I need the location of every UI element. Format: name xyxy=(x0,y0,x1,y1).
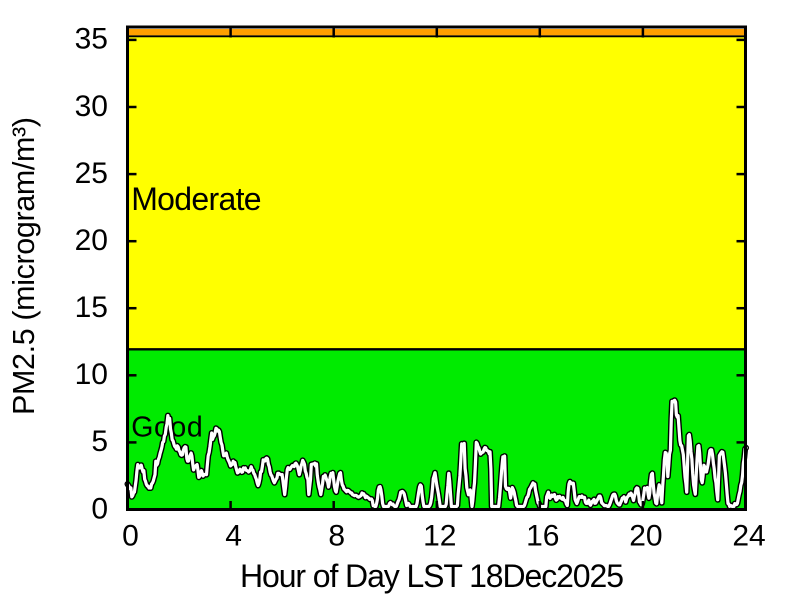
svg-text:PM2.5 (microgram/m³): PM2.5 (microgram/m³) xyxy=(7,117,41,415)
svg-text:20: 20 xyxy=(75,224,108,257)
svg-text:12: 12 xyxy=(423,520,456,553)
svg-text:0: 0 xyxy=(91,492,108,525)
svg-text:24: 24 xyxy=(732,520,765,553)
svg-text:0: 0 xyxy=(122,520,139,553)
svg-text:4: 4 xyxy=(225,520,242,553)
svg-text:20: 20 xyxy=(629,520,662,553)
svg-text:35: 35 xyxy=(75,23,108,56)
svg-text:16: 16 xyxy=(526,520,559,553)
svg-text:Hour of Day LST 18Dec2025: Hour of Day LST 18Dec2025 xyxy=(240,558,624,594)
svg-text:15: 15 xyxy=(75,291,108,324)
svg-text:8: 8 xyxy=(328,520,345,553)
svg-text:5: 5 xyxy=(91,425,108,458)
svg-text:Moderate: Moderate xyxy=(131,181,261,217)
svg-text:10: 10 xyxy=(75,358,108,391)
svg-text:25: 25 xyxy=(75,157,108,190)
svg-text:30: 30 xyxy=(75,90,108,123)
